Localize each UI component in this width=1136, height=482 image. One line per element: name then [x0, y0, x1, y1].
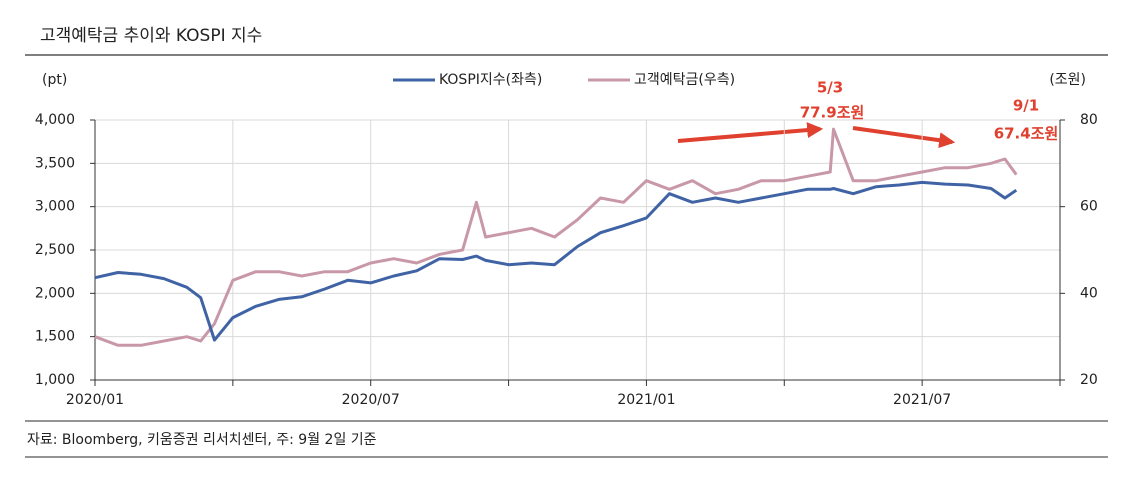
x-tick-label: 2021/01	[617, 392, 675, 408]
y-tick-label: 3,500	[35, 155, 75, 171]
plot: 1,000 1,500 2,000 2,500 3,000 3,500 4,000 20 40 6…	[35, 112, 1098, 408]
y2-tick-label: 80	[1080, 112, 1098, 128]
series-line	[94, 180, 1018, 342]
annotation: 77.9조원	[800, 104, 865, 122]
legend-label: 고객예탁금(우측)	[634, 72, 735, 88]
y-tick-label: 2,000	[35, 285, 75, 301]
chart-title: 고객예탁금 추이와 KOSPI 지수	[40, 26, 262, 46]
x-tick-label: 2020/01	[66, 392, 124, 408]
source: 자료: Bloomberg, 키움증권 리서치센터, 주: 9월 2일 기준	[27, 432, 377, 448]
x-tick-label: 2020/07	[342, 392, 400, 408]
y-tick-label: 2,500	[35, 242, 75, 258]
arrow	[852, 126, 956, 149]
annotation: 67.4조원	[994, 125, 1059, 143]
annotation: 9/1	[1013, 97, 1039, 115]
y2-unit: (조원)	[1049, 72, 1086, 88]
x-tick-label: 2021/07	[893, 392, 951, 408]
y2-tick-label: 40	[1080, 285, 1098, 301]
y2-tick-label: 20	[1080, 372, 1098, 388]
series-line	[94, 127, 1018, 347]
annotation: 5/3	[817, 79, 843, 97]
y-unit: (pt)	[42, 72, 67, 88]
y-tick-label: 1,000	[35, 372, 75, 388]
y-tick-label: 3,000	[35, 199, 75, 215]
arrow	[677, 122, 824, 143]
legend-label: KOSPI지수(좌측)	[439, 72, 542, 88]
y-tick-label: 1,500	[35, 329, 75, 345]
y-tick-label: 4,000	[35, 112, 75, 128]
y2-tick-label: 60	[1080, 199, 1098, 215]
